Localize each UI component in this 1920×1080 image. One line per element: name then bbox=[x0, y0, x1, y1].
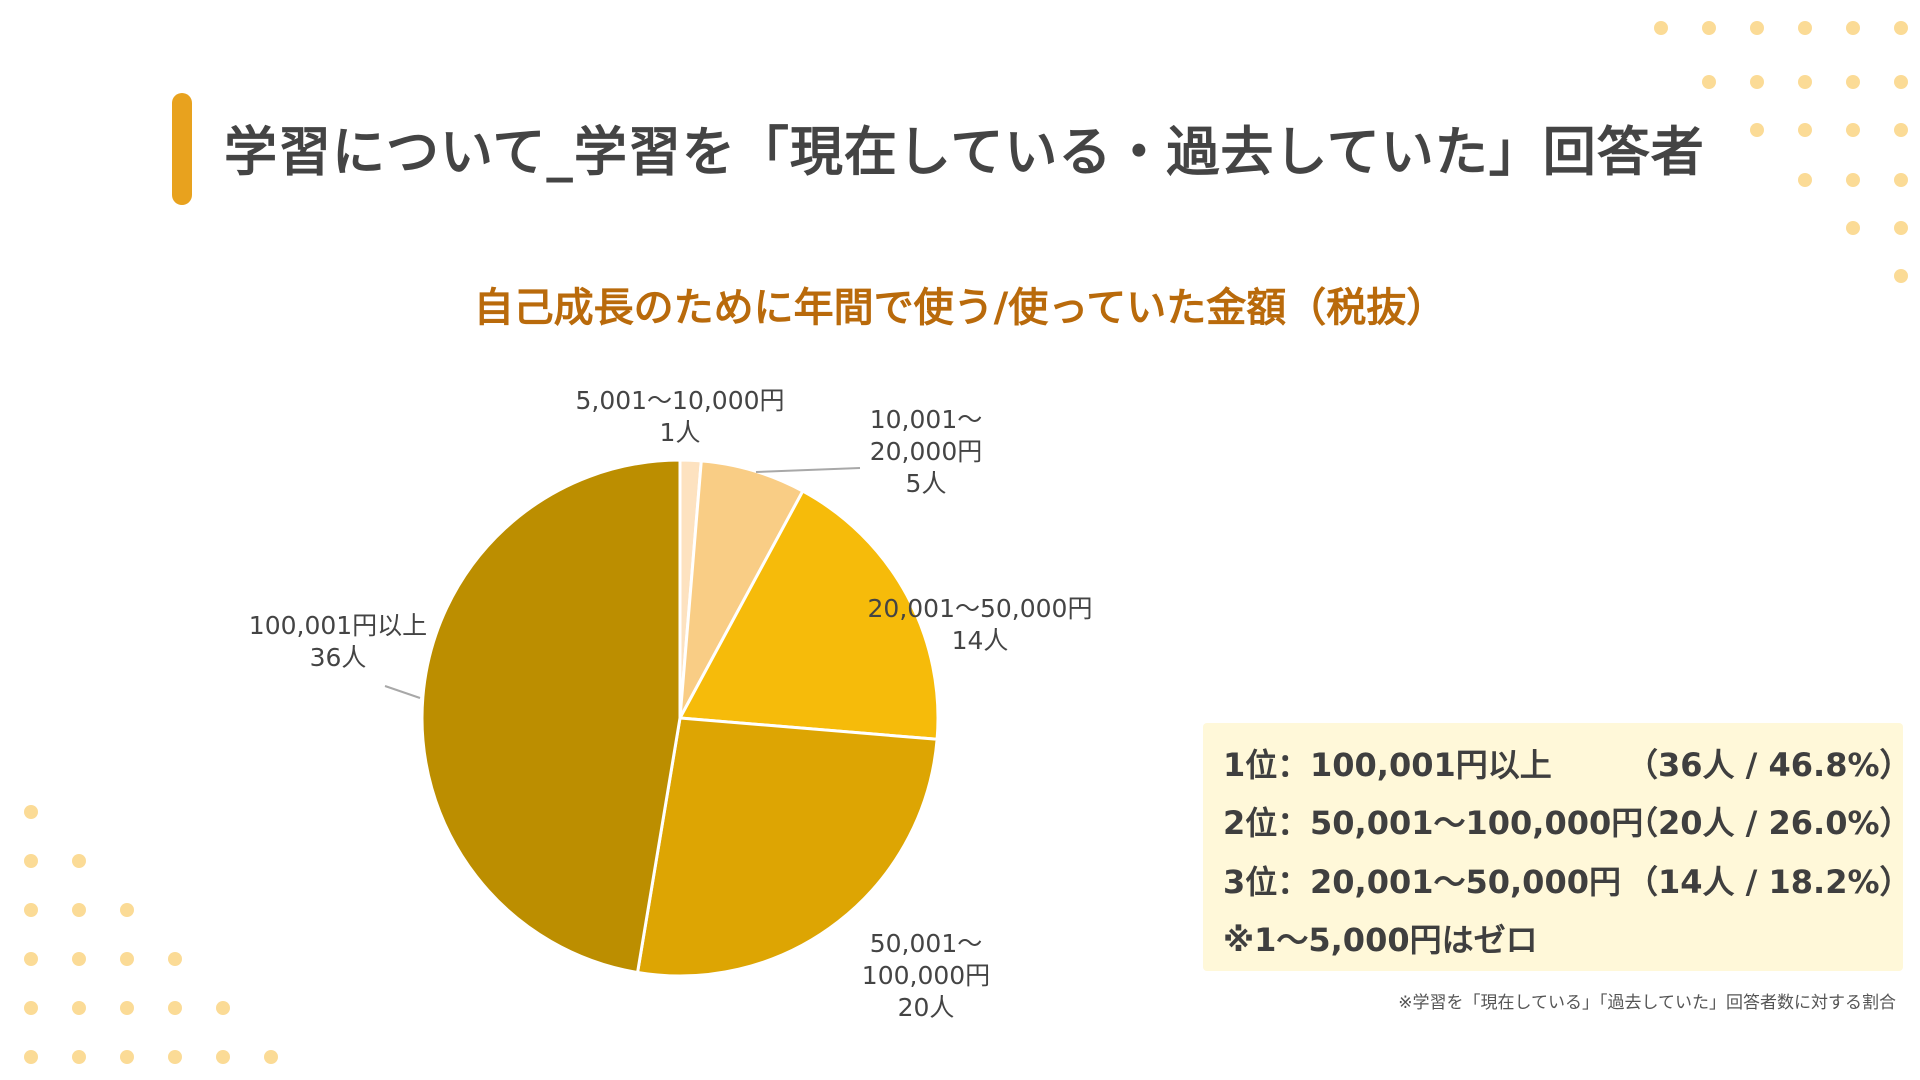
summary-box: 1位： 100,001円以上 （36人 / 46.8%） 2位： 50,001～… bbox=[1203, 723, 1912, 971]
decorative-dot bbox=[1702, 21, 1716, 35]
decorative-dot bbox=[1894, 123, 1908, 137]
rank-label: 2位： bbox=[1223, 804, 1310, 842]
rank-label: 1位： bbox=[1223, 746, 1310, 784]
slice-label: 5,001～10,000円 1人 bbox=[575, 386, 784, 447]
slice-label: 20,001～50,000円 14人 bbox=[868, 594, 1093, 655]
detail-label: （20人 / 26.0%） bbox=[1626, 804, 1912, 842]
leader-line bbox=[384, 685, 421, 699]
rank-label: 3位： bbox=[1223, 863, 1310, 901]
range-label: 20,001～50,000円 bbox=[1310, 863, 1621, 901]
slice-label: 10,001～ 20,000円 5人 bbox=[870, 405, 982, 498]
decorative-dot bbox=[1846, 75, 1860, 89]
note-text: ※1～5,000円はゼロ bbox=[1223, 921, 1538, 959]
detail-label: （36人 / 46.8%） bbox=[1626, 746, 1912, 784]
slice-label: 50,001～ 100,000円 20人 bbox=[862, 929, 990, 1022]
decorative-dot bbox=[1798, 123, 1812, 137]
pie-slice bbox=[677, 489, 940, 741]
decorative-dot bbox=[1846, 221, 1860, 235]
decorative-dot bbox=[1702, 75, 1716, 89]
decorative-dot bbox=[1846, 173, 1860, 187]
decorative-dot bbox=[1894, 173, 1908, 187]
footnote: ※学習を「現在している」「過去していた」回答者数に対する割合 bbox=[1398, 993, 1896, 1013]
page-title: 学習について_学習を「現在している・過去していた」回答者 bbox=[224, 122, 1705, 183]
pie-chart: 5,001～10,000円 1人 10,001～ 20,000円 5人 20,001～50… bbox=[249, 386, 1093, 1022]
decorative-dot bbox=[1846, 21, 1860, 35]
slice-label: 100,001円以上 36人 bbox=[249, 611, 427, 672]
decorative-dot bbox=[1750, 75, 1764, 89]
decorative-dot bbox=[1798, 75, 1812, 89]
pie-slice bbox=[420, 458, 682, 975]
range-label: 100,001円以上 bbox=[1310, 746, 1552, 784]
title-accent-bar bbox=[172, 93, 192, 205]
decorative-dot bbox=[1654, 21, 1668, 35]
decorative-dot bbox=[1750, 123, 1764, 137]
decorative-dot bbox=[1750, 21, 1764, 35]
decorative-dot bbox=[1894, 75, 1908, 89]
chart-title: 自己成長のために年間で使う/使っていた金額（税抜） bbox=[473, 285, 1447, 331]
decorative-dot bbox=[1894, 221, 1908, 235]
decorative-dot bbox=[1798, 173, 1812, 187]
decorative-dot bbox=[1894, 21, 1908, 35]
leader-line bbox=[755, 467, 861, 473]
range-label: 50,001～100,000円 bbox=[1310, 804, 1644, 842]
detail-label: （14人 / 18.2%） bbox=[1626, 863, 1912, 901]
decorative-dot bbox=[1798, 21, 1812, 35]
decorative-dot bbox=[1846, 123, 1860, 137]
pie-slice bbox=[635, 716, 939, 978]
